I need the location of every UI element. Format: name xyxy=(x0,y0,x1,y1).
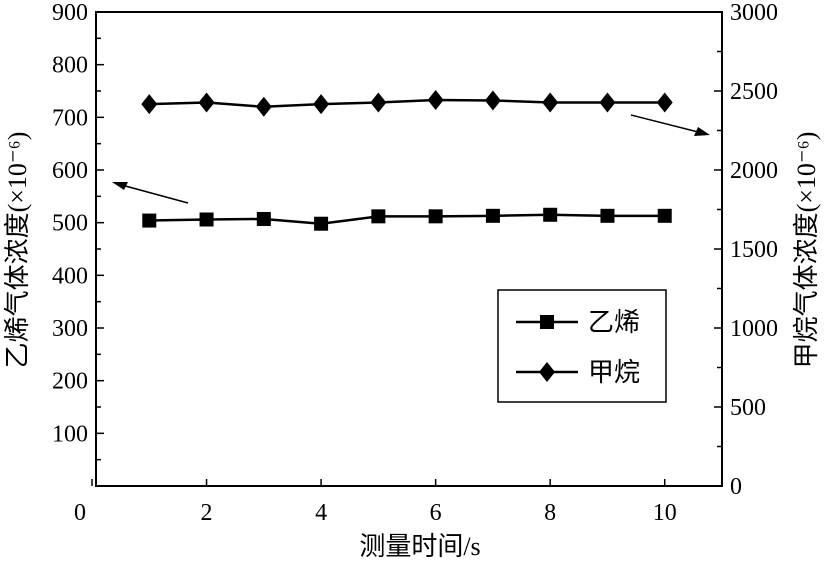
arrow-left-line xyxy=(117,183,189,204)
x-tick-label: 6 xyxy=(430,500,442,526)
y-left-tick-label: 700 xyxy=(52,105,88,131)
data-point-diamond xyxy=(141,94,158,115)
data-point-diamond xyxy=(427,90,444,111)
x-tick-label: 8 xyxy=(544,500,556,526)
data-point-square xyxy=(371,209,386,224)
data-point-square xyxy=(485,208,500,223)
x-tick-label: 2 xyxy=(201,500,213,526)
data-point-diamond xyxy=(656,92,673,113)
data-point-diamond xyxy=(370,92,387,113)
data-point-square xyxy=(199,212,214,227)
y-right-tick-label: 2000 xyxy=(730,158,778,184)
y-right-tick-label: 3000 xyxy=(730,0,778,26)
x-axis-label: 测量时间/s xyxy=(359,532,480,559)
y-left-tick-label: 600 xyxy=(52,158,88,184)
data-point-square xyxy=(256,211,271,226)
x-tick-label: 10 xyxy=(653,500,677,526)
data-point-square xyxy=(600,208,615,223)
data-point-diamond xyxy=(484,90,501,111)
legend-label: 甲烷 xyxy=(588,358,640,387)
y-right-tick-label: 1000 xyxy=(730,316,778,342)
data-point-square xyxy=(428,209,443,224)
data-point-diamond xyxy=(313,94,330,115)
data-point-diamond xyxy=(198,92,215,113)
y-left-tick-label: 300 xyxy=(52,316,88,342)
y-left-tick-label: 200 xyxy=(52,369,88,395)
data-point-square xyxy=(543,207,558,222)
y-left-axis-label: 乙烯气体浓度(×10⁻⁶) xyxy=(3,132,32,369)
plot-frame xyxy=(95,11,723,487)
arrow-left-head xyxy=(112,182,128,190)
y-right-axis-label: 甲烷气体浓度(×10⁻⁶) xyxy=(792,132,821,369)
y-right-tick-label: 2500 xyxy=(730,79,778,105)
data-point-diamond xyxy=(255,96,272,117)
legend-label: 乙烯 xyxy=(588,308,640,337)
arrow-right-head xyxy=(694,127,710,136)
series-line-甲烷 xyxy=(149,98,665,109)
x-tick-label: 0 xyxy=(74,500,86,526)
arrow-right-line xyxy=(630,114,703,134)
legend-box xyxy=(497,289,667,403)
y-left-tick-label: 800 xyxy=(52,53,88,79)
y-right-tick-label: 0 xyxy=(730,474,742,500)
y-left-tick-label: 400 xyxy=(52,263,88,289)
data-point-square xyxy=(142,213,157,228)
y-left-tick-label: 100 xyxy=(52,421,88,447)
legend-marker-square xyxy=(540,315,554,329)
y-left-tick-label: 500 xyxy=(52,211,88,237)
data-point-square xyxy=(657,208,672,223)
data-point-diamond xyxy=(599,92,616,113)
y-right-tick-label: 500 xyxy=(730,395,766,421)
x-tick-label: 4 xyxy=(315,500,327,526)
series-line-乙烯 xyxy=(149,213,665,225)
data-point-diamond xyxy=(542,92,559,113)
y-right-tick-label: 1500 xyxy=(730,237,778,263)
data-point-square xyxy=(314,216,329,231)
y-left-tick-label: 900 xyxy=(52,0,88,26)
legend-marker-diamond xyxy=(539,362,555,382)
